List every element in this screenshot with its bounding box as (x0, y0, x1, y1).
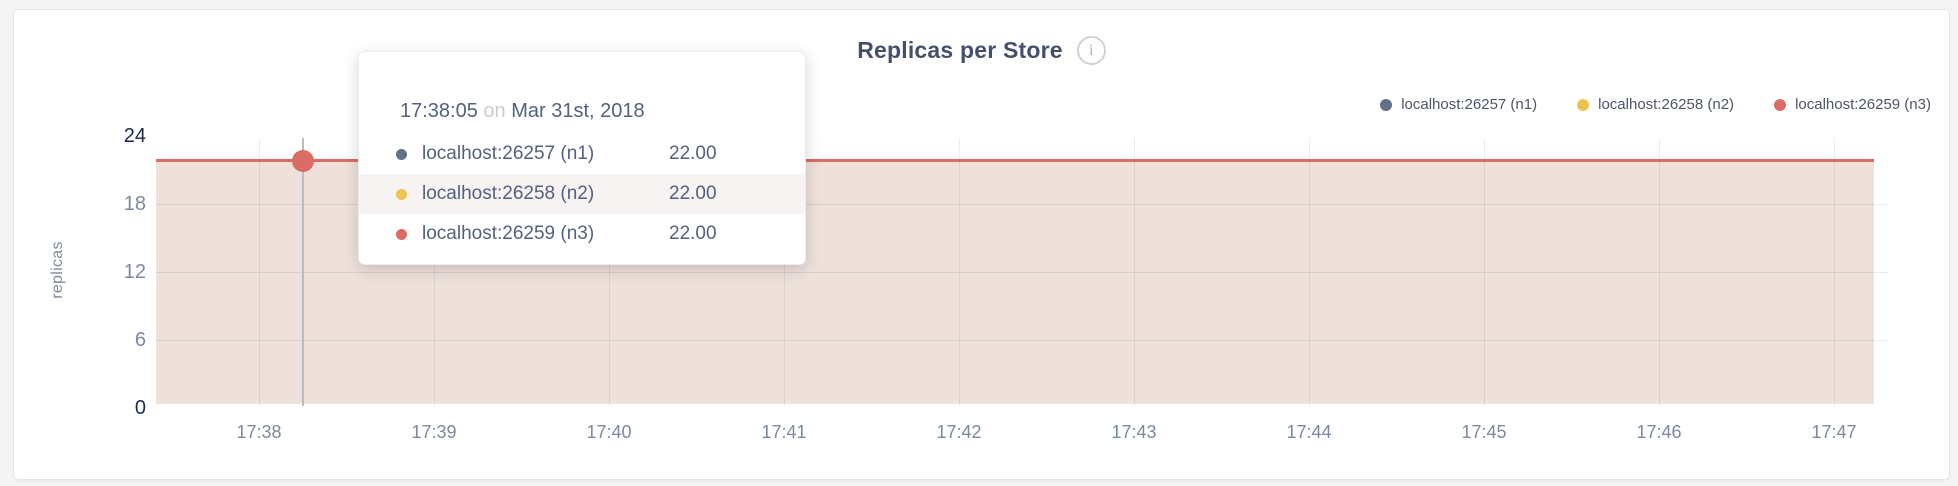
info-icon[interactable]: i (1076, 36, 1106, 65)
tooltip-row-n1: localhost:26257 (n1) 22.00 (359, 134, 805, 174)
x-tick-1743: 17:43 (1111, 422, 1157, 442)
gridline-h-12 (156, 272, 1889, 273)
gridline-v-1743 (1134, 138, 1135, 406)
x-tick-1739: 17:39 (411, 422, 457, 442)
legend: localhost:26257 (n1) localhost:26258 (n2… (1380, 96, 1931, 113)
chart-title: Replicas per Store (857, 37, 1063, 63)
y-tick-18: 18 (123, 193, 146, 215)
gridline-v-1738 (259, 138, 260, 406)
x-tick-1738: 17:38 (236, 422, 282, 442)
tooltip-dot-n2-icon (396, 188, 407, 200)
y-tick-6: 6 (134, 329, 146, 351)
tooltip-series-value: 22.00 (669, 183, 717, 204)
x-tick-1740: 17:40 (586, 422, 632, 442)
x-tick-1741: 17:41 (761, 422, 807, 442)
legend-item-n3[interactable]: localhost:26259 (n3) (1774, 96, 1931, 113)
chart-tooltip: 17:38:05 on Mar 31st, 2018 localhost:262… (358, 51, 806, 265)
gridline-v-1745 (1484, 138, 1485, 406)
tooltip-dot-n1-icon (396, 148, 407, 160)
gridline-v-1742 (959, 138, 960, 406)
y-tick-0: 0 (134, 397, 146, 419)
legend-item-n2[interactable]: localhost:26258 (n2) (1577, 96, 1734, 113)
tooltip-date: Mar 31st, 2018 (511, 100, 645, 122)
y-tick-12: 12 (123, 261, 146, 283)
tooltip-series-value: 22.00 (669, 143, 717, 164)
x-tick-1742: 17:42 (936, 422, 982, 442)
x-tick-1746: 17:46 (1636, 422, 1682, 442)
legend-dot-n1-icon (1380, 98, 1393, 111)
tooltip-rows: localhost:26257 (n1) 22.00 localhost:262… (359, 134, 805, 254)
gridline-v-1739 (434, 138, 435, 406)
tooltip-row-n3: localhost:26259 (n3) 22.00 (359, 214, 805, 254)
legend-label-n2: localhost:26258 (n2) (1598, 96, 1735, 113)
legend-item-n1[interactable]: localhost:26257 (n1) (1380, 96, 1537, 113)
hover-guideline (302, 138, 304, 406)
legend-dot-n3-icon (1774, 98, 1787, 111)
x-tick-1747: 17:47 (1811, 422, 1857, 442)
gridline-v-1741 (784, 138, 785, 406)
tooltip-series-name: localhost:26258 (n2) (422, 183, 595, 204)
tooltip-timestamp: 17:38:05 on Mar 31st, 2018 (359, 98, 805, 124)
tooltip-dot-n3-icon (396, 228, 407, 240)
tooltip-series-name: localhost:26257 (n1) (422, 143, 595, 164)
legend-label-n3: localhost:26259 (n3) (1795, 96, 1931, 113)
tooltip-separator: on (483, 100, 506, 122)
gridline-v-1744 (1309, 138, 1310, 406)
x-tick-1744: 17:44 (1286, 422, 1332, 442)
tooltip-row-n2: localhost:26258 (n2) 22.00 (359, 174, 805, 214)
gridline-v-1747 (1834, 138, 1835, 406)
chart-header: Replicas per Store i (14, 36, 1949, 65)
legend-label-n1: localhost:26257 (n1) (1401, 96, 1538, 113)
x-tick-1745: 17:45 (1461, 422, 1507, 442)
gridline-v-1740 (609, 138, 610, 406)
tooltip-series-value: 22.00 (669, 223, 717, 244)
legend-dot-n2-icon (1577, 98, 1590, 111)
chart-card: Replicas per Store i localhost:26257 (n1… (13, 9, 1950, 480)
y-tick-24: 24 (123, 125, 146, 147)
gridline-v-1746 (1659, 138, 1660, 406)
hover-point-marker (292, 150, 314, 172)
gridline-h-6 (156, 340, 1889, 341)
tooltip-time: 17:38:05 (400, 100, 478, 122)
tooltip-series-name: localhost:26259 (n3) (422, 223, 595, 244)
gridline-h-18 (156, 204, 1889, 205)
